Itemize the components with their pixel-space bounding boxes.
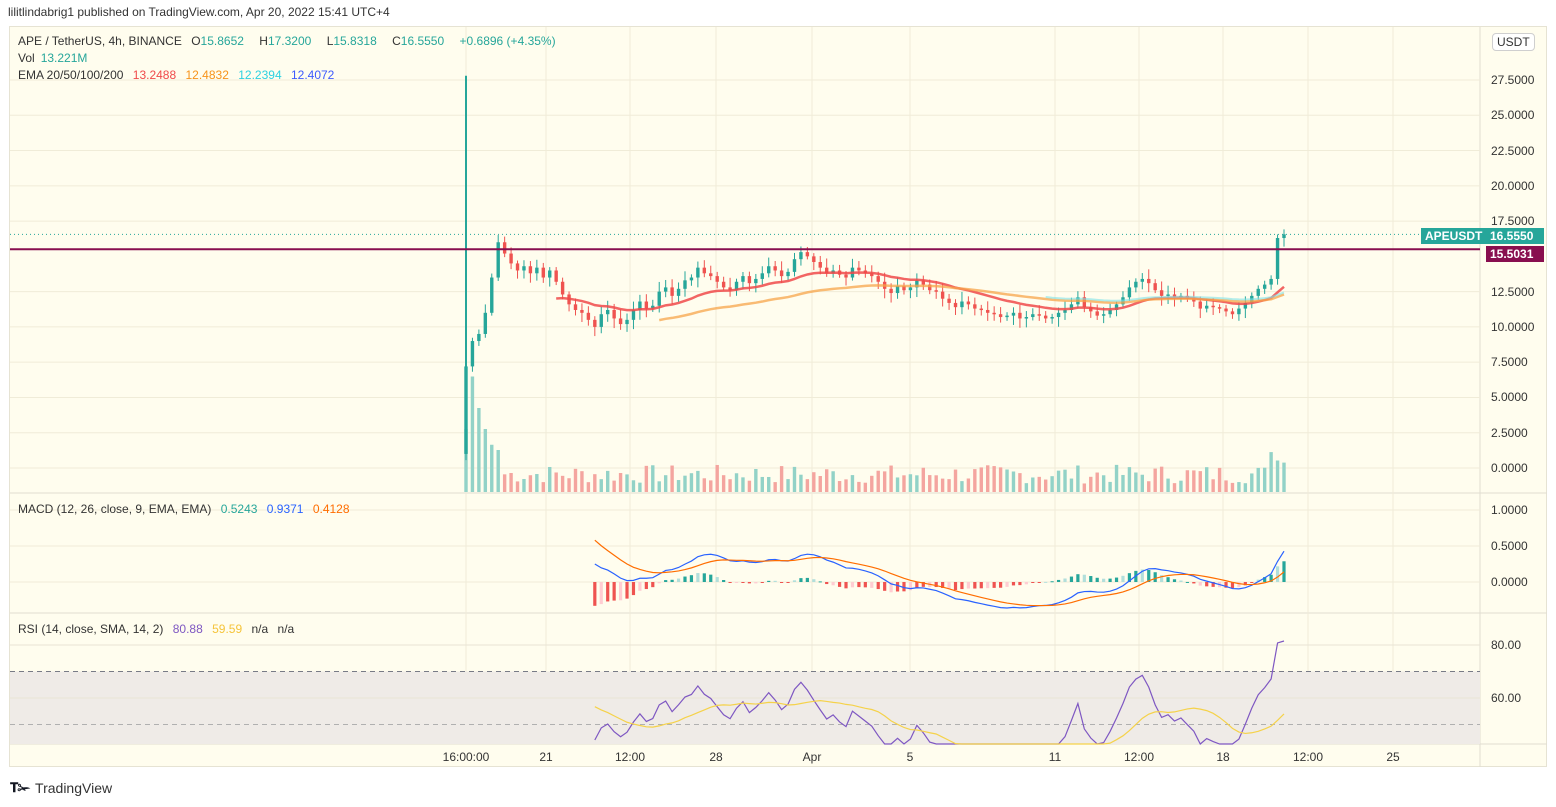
- macd-value: 0.9371: [266, 502, 304, 516]
- chart-frame: [9, 26, 1547, 767]
- last-price-tag: 16.5550: [1486, 228, 1544, 244]
- horizontal-line-price-tag: 15.5031: [1486, 246, 1544, 262]
- close-value: 16.5550: [400, 34, 445, 48]
- brand-name: TradingView: [35, 780, 113, 796]
- macd-tick: 0.5000: [1491, 539, 1528, 553]
- symbol-title[interactable]: APE / TetherUS, 4h, BINANCE: [18, 34, 182, 48]
- time-tick: 28: [709, 750, 723, 764]
- ema200-value: 12.4072: [290, 68, 335, 82]
- high-value: 17.3200: [267, 34, 312, 48]
- time-tick: 12:00: [1292, 750, 1324, 764]
- ema20-value: 13.2488: [132, 68, 177, 82]
- time-tick: Apr: [802, 750, 822, 764]
- currency-button[interactable]: USDT: [1492, 33, 1535, 51]
- time-tick: 5: [906, 750, 914, 764]
- rsi-tick: 80.00: [1491, 638, 1522, 652]
- price-tick: 10.0000: [1491, 319, 1535, 334]
- macd-legend: MACD (12, 26, close, 9, EMA, EMA) 0.5243…: [18, 502, 350, 516]
- volume-value: 13.221M: [40, 51, 88, 65]
- rsi-value: 80.88: [172, 622, 203, 636]
- price-tick: 22.5000: [1491, 143, 1535, 158]
- price-tick: 2.5000: [1491, 425, 1528, 440]
- volume-legend: Vol 13.221M: [18, 51, 88, 65]
- price-tick: 27.5000: [1491, 73, 1535, 87]
- rsi-legend: RSI (14, close, SMA, 14, 2) 80.88 59.59 …: [18, 622, 295, 636]
- macd-hist-value: 0.5243: [220, 502, 258, 516]
- time-tick: 16:00:00: [442, 750, 490, 764]
- price-tick: 25.0000: [1491, 108, 1535, 123]
- macd-tick: 1.0000: [1491, 503, 1528, 517]
- ema100-value: 12.2394: [238, 68, 282, 82]
- price-tick: 17.5000: [1491, 214, 1535, 229]
- price-tick: 7.5000: [1491, 355, 1528, 370]
- ema50-value: 12.4832: [185, 68, 229, 82]
- price-tick: 20.0000: [1491, 178, 1535, 193]
- change-value: +0.6896 (+4.35%): [459, 34, 556, 48]
- price-tick: 12.5000: [1491, 284, 1535, 299]
- price-tick: 0.0000: [1491, 461, 1528, 475]
- time-tick: 12:00: [614, 750, 646, 764]
- rsi-sma-value: 59.59: [212, 622, 243, 636]
- ema-legend: EMA 20/50/100/200 13.2488 12.4832 12.239…: [18, 68, 335, 82]
- macd-signal-value: 0.4128: [312, 502, 350, 516]
- tradingview-logo-icon: 𝐓✁: [10, 780, 30, 795]
- publish-info: lilitlindabrig1 published on TradingView…: [8, 5, 390, 19]
- time-tick: 12:00: [1123, 750, 1155, 764]
- time-tick: 25: [1386, 750, 1400, 764]
- symbol-price-tag: APEUSDT: [1421, 228, 1487, 244]
- footer-branding[interactable]: 𝐓✁ TradingView: [10, 780, 112, 796]
- main-legend: APE / TetherUS, 4h, BINANCE O15.8652 H17…: [18, 34, 556, 48]
- time-tick: 11: [1048, 750, 1062, 764]
- low-value: 15.8318: [333, 34, 377, 48]
- open-value: 15.8652: [200, 34, 244, 48]
- time-tick: 18: [1216, 750, 1230, 764]
- macd-tick: 0.0000: [1491, 575, 1528, 589]
- rsi-tick: 60.00: [1491, 691, 1522, 705]
- price-tick: 5.0000: [1491, 390, 1528, 405]
- time-tick: 21: [539, 750, 553, 764]
